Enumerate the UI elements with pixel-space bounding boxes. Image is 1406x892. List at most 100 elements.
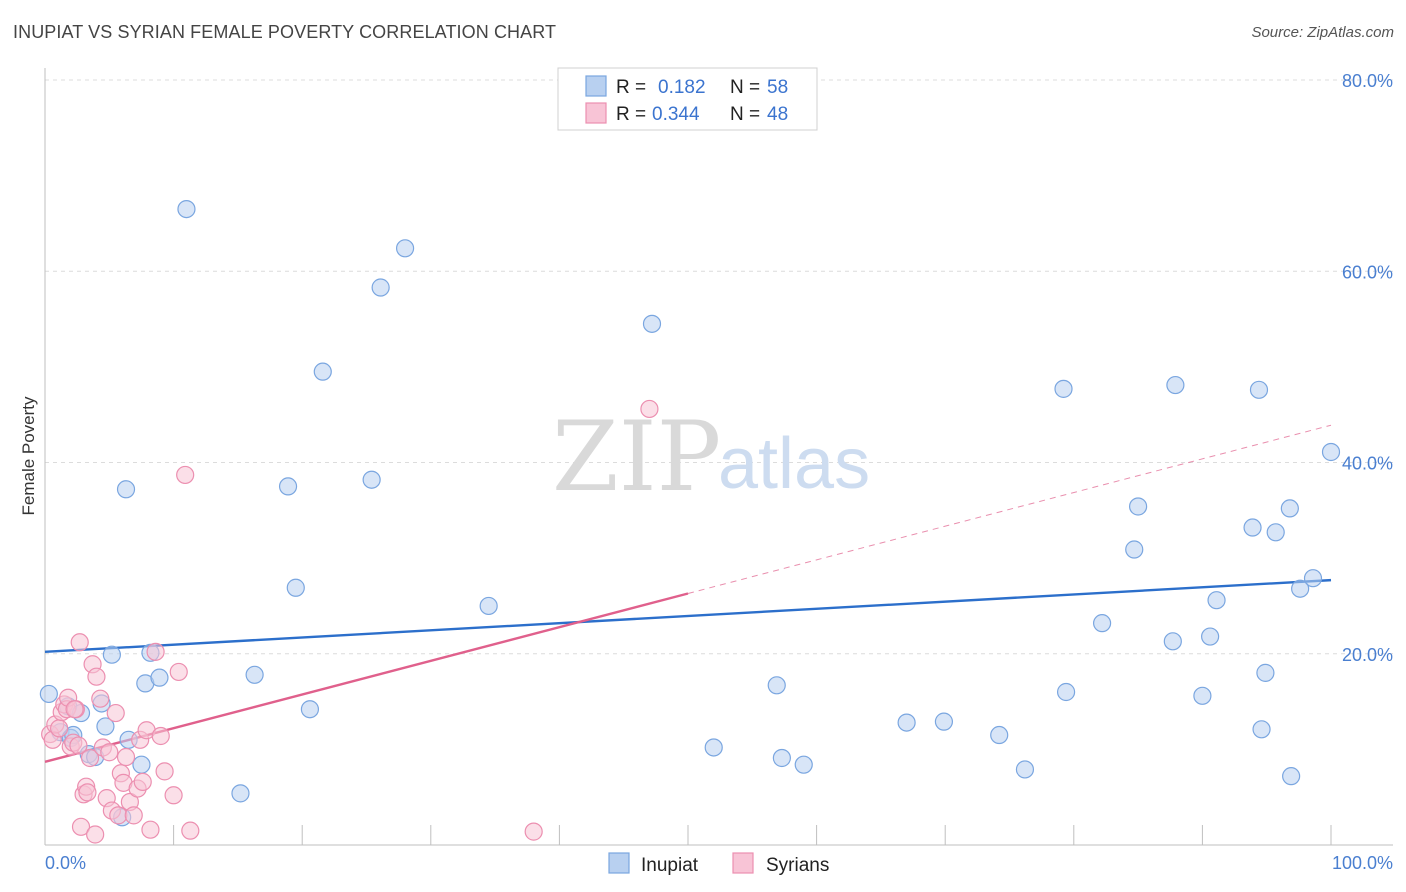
point-inupiat-39 (1056, 682, 1076, 702)
point-inupiat-51 (1256, 663, 1275, 682)
legend-r-value-inupiat: 0.182 (658, 77, 706, 98)
point-inupiat-32 (772, 748, 791, 768)
y-axis-label: Female Poverty (19, 396, 38, 516)
legend-n-label-inupiat: N = (730, 77, 760, 98)
point-syrians-43 (176, 465, 195, 485)
point-inupiat-37 (1015, 760, 1035, 779)
point-syrians-21 (91, 689, 110, 708)
y-tick-label-3: 80.0% (1342, 71, 1393, 91)
point-inupiat-21 (278, 477, 298, 496)
legend-n-value-syrians: 48 (767, 104, 788, 125)
point-inupiat-29 (642, 314, 662, 333)
point-syrians-27 (109, 806, 128, 825)
y-tick-label-0: 20.0% (1342, 645, 1393, 665)
legend-n-label-syrians: N = (730, 104, 760, 125)
point-syrians-13 (71, 817, 91, 836)
point-inupiat-52 (1266, 523, 1285, 542)
x-tick-label-1: 100.0% (1332, 853, 1393, 873)
point-inupiat-35 (934, 712, 954, 731)
correlation-legend: R = 0.182 N = 58 R = 0.344 N = 48 (557, 67, 818, 131)
point-syrians-17 (80, 748, 100, 768)
point-inupiat-44 (1166, 375, 1185, 395)
point-inupiat-12 (116, 480, 136, 499)
point-inupiat-14 (132, 755, 151, 774)
point-inupiat-34 (897, 713, 916, 732)
x-tick-label-0: 0.0% (45, 853, 86, 873)
data-points (39, 199, 1341, 844)
point-inupiat-24 (313, 362, 332, 381)
point-inupiat-57 (1321, 442, 1341, 462)
point-syrians-26 (106, 703, 125, 723)
point-syrians-11 (69, 736, 88, 755)
point-syrians-46 (524, 822, 543, 841)
point-syrians-24 (100, 743, 119, 762)
point-inupiat-50 (1252, 720, 1271, 739)
point-syrians-42 (169, 662, 188, 682)
point-syrians-45 (640, 399, 659, 419)
point-inupiat-25 (362, 470, 381, 489)
legend-bottom-label-syrians: Syrians (766, 855, 829, 876)
legend-swatch-inupiat (585, 75, 607, 97)
chart-title: INUPIAT VS SYRIAN FEMALE POVERTY CORRELA… (13, 22, 557, 42)
point-inupiat-43 (1163, 632, 1182, 651)
tick-labels: 20.0% 40.0% 60.0% 80.0% 0.0% 100.0% (45, 71, 1393, 873)
point-syrians-30 (116, 747, 136, 767)
point-syrians-47 (65, 700, 84, 719)
point-inupiat-48 (1243, 518, 1262, 537)
legend-bottom-label-inupiat: Inupiat (641, 855, 699, 876)
point-syrians-19 (86, 825, 105, 844)
point-inupiat-45 (1193, 686, 1212, 705)
point-syrians-35 (133, 772, 152, 791)
source-label: Source: ZipAtlas.com (1251, 24, 1394, 41)
series-legend: Inupiat Syrians (608, 852, 829, 876)
point-inupiat-10 (102, 645, 121, 664)
point-inupiat-22 (286, 578, 305, 597)
grid-lines (45, 79, 1393, 655)
point-inupiat-46 (1201, 627, 1220, 646)
point-syrians-40 (155, 762, 174, 781)
point-inupiat-38 (1054, 379, 1073, 398)
point-inupiat-18 (177, 199, 196, 219)
point-syrians-37 (141, 820, 160, 839)
point-inupiat-19 (231, 784, 250, 803)
point-inupiat-31 (767, 676, 786, 695)
point-inupiat-56 (1303, 569, 1323, 588)
point-syrians-38 (146, 642, 165, 661)
legend-r-label-inupiat: R = (616, 77, 646, 98)
point-inupiat-49 (1249, 380, 1269, 399)
point-syrians-41 (164, 786, 183, 805)
point-inupiat-9 (96, 717, 115, 736)
legend-r-value-syrians: 0.344 (652, 104, 700, 125)
point-inupiat-54 (1280, 499, 1299, 518)
legend-bottom-swatch-syrians (732, 852, 754, 874)
point-inupiat-17 (150, 668, 169, 687)
point-inupiat-36 (990, 725, 1009, 745)
watermark-atlas: atlas (718, 424, 870, 504)
trend-line-inupiat (44, 578, 1332, 654)
point-inupiat-41 (1125, 540, 1144, 559)
legend-n-value-inupiat: 58 (767, 77, 788, 98)
point-inupiat-20 (245, 665, 264, 684)
point-inupiat-33 (794, 755, 813, 774)
y-tick-label-2: 60.0% (1342, 262, 1393, 282)
point-syrians-3 (50, 719, 69, 738)
point-syrians-32 (124, 806, 143, 825)
point-inupiat-0 (39, 684, 58, 704)
point-inupiat-30 (704, 738, 723, 757)
watermark: ZIP atlas (552, 401, 870, 513)
legend-bottom-swatch-inupiat (608, 852, 630, 874)
point-inupiat-55 (1291, 579, 1310, 598)
point-inupiat-40 (1092, 614, 1112, 633)
point-syrians-16 (78, 783, 97, 802)
point-inupiat-27 (395, 239, 415, 258)
point-inupiat-23 (300, 700, 320, 719)
trend-line-ext-syrians (687, 424, 1332, 594)
point-syrians-39 (151, 726, 170, 746)
point-syrians-12 (70, 633, 89, 652)
legend-r-label-syrians: R = (616, 104, 646, 125)
point-inupiat-47 (1207, 591, 1226, 610)
point-syrians-44 (181, 821, 200, 840)
point-syrians-20 (87, 667, 106, 686)
point-inupiat-42 (1128, 497, 1148, 516)
